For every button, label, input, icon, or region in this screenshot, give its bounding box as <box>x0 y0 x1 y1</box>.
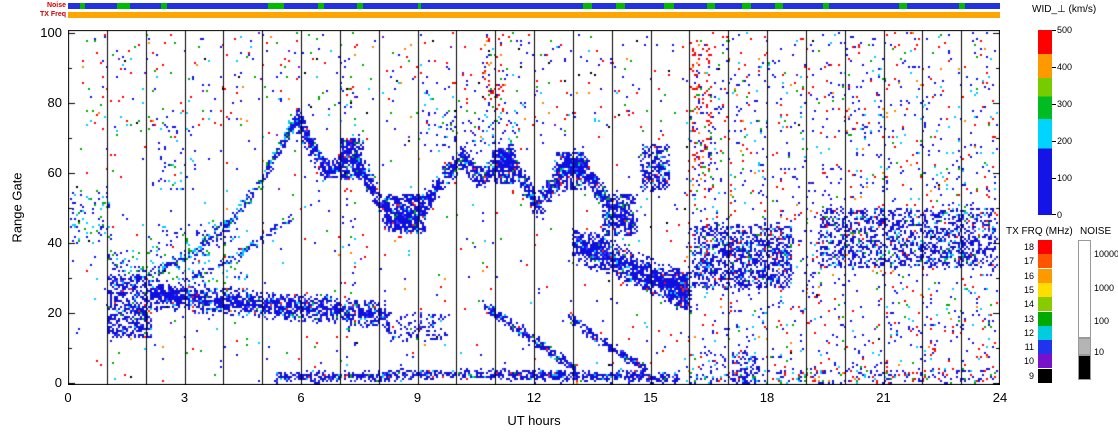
noise-strip-segment <box>318 3 325 9</box>
wid-tick-mark <box>1052 67 1056 68</box>
txfrq-value-label: 17 <box>1023 256 1034 267</box>
wid-tick-label: 500 <box>1057 25 1073 35</box>
wid-tick-mark <box>1052 178 1056 179</box>
x-tick-label: 3 <box>180 390 189 405</box>
wid-tick-mark <box>1052 104 1056 105</box>
noise-strip-segment <box>267 3 284 9</box>
txfrq-color-swatch <box>1038 297 1052 312</box>
txfrq-color-swatch <box>1038 354 1052 369</box>
noise-strip-segment <box>79 3 86 9</box>
y-tick-label: 20 <box>47 304 62 320</box>
x-tick-label: 18 <box>759 390 775 405</box>
txfrq-value-label: 10 <box>1023 356 1034 367</box>
wid-tick-mark <box>1052 30 1056 31</box>
noise-color-cell <box>1078 338 1091 355</box>
noise-color-cell <box>1078 354 1091 380</box>
txfrq-color-swatch <box>1038 240 1052 254</box>
x-axis-title: UT hours <box>507 413 561 428</box>
noise-strip-segment <box>664 3 674 9</box>
txfrq-color-swatch <box>1038 368 1052 383</box>
noise-color-cell <box>1078 240 1091 338</box>
noise-indicator-strip <box>68 3 1000 9</box>
noise-strip-segment <box>774 3 783 9</box>
y-tick-label: 0 <box>54 374 62 390</box>
x-tick-label: 0 <box>64 390 72 405</box>
wid-tick-label: 100 <box>1057 173 1073 183</box>
txfrq-value-label: 16 <box>1023 270 1034 281</box>
wid-colorbar <box>1038 30 1052 215</box>
noise-legend-title: NOISE <box>1080 226 1112 237</box>
wid-tick-mark <box>1052 214 1056 215</box>
wid-tick-mark <box>1052 141 1056 142</box>
x-tick-label: 6 <box>297 390 305 405</box>
wid-tick-label: 300 <box>1057 99 1073 109</box>
txfrq-value-label: 14 <box>1023 299 1034 310</box>
y-tick-label: 40 <box>47 235 62 250</box>
tx-freq-indicator-strip <box>68 12 1000 18</box>
tx-freq-strip-label: TX Freq <box>39 11 66 18</box>
noise-strip-segment <box>959 3 966 9</box>
noise-strip-segment <box>582 3 593 9</box>
x-tick-label: 21 <box>876 390 891 405</box>
wid-tick-label: 200 <box>1057 136 1073 146</box>
x-tick-label: 15 <box>643 390 658 405</box>
txfrq-color-swatch <box>1038 282 1052 297</box>
x-tick-label: 12 <box>526 390 542 405</box>
noise-strip-segment <box>116 3 131 9</box>
y-tick-label: 60 <box>47 165 62 181</box>
x-tick-label: 24 <box>992 390 1008 405</box>
noise-strip-segment <box>417 3 422 9</box>
noise-strip-segment <box>823 3 830 9</box>
txfrq-color-swatch <box>1038 311 1052 326</box>
wid-colorbar-title: WID_⊥ (km/s) <box>1032 4 1097 15</box>
main-plot-canvas <box>68 30 1000 385</box>
noise-value-label: 10 <box>1094 347 1105 357</box>
wid-tick-label: 400 <box>1057 62 1073 72</box>
noise-strip-segment <box>161 3 167 9</box>
noise-strip-segment <box>741 3 752 9</box>
noise-strip-segment <box>899 3 907 9</box>
txfrq-value-label: 12 <box>1023 327 1034 338</box>
txfrq-value-label: 13 <box>1023 313 1034 324</box>
txfrq-color-swatch <box>1038 254 1052 269</box>
txfrq-value-label: 15 <box>1023 284 1034 295</box>
noise-value-label: 10000 <box>1094 249 1118 259</box>
y-tick-label: 100 <box>40 25 62 41</box>
noise-strip-label: Noise <box>46 2 66 9</box>
txfrq-legend-title: TX FRQ (MHz) <box>1006 226 1073 237</box>
noise-strip-segment <box>357 3 364 9</box>
y-tick-label: 80 <box>47 95 62 111</box>
noise-strip-segment <box>615 3 626 9</box>
txfrq-color-swatch <box>1038 268 1052 283</box>
txfrq-value-label: 9 <box>1028 370 1034 381</box>
txfrq-color-swatch <box>1038 325 1052 340</box>
txfrq-value-label: 11 <box>1024 342 1034 353</box>
txfrq-color-swatch <box>1038 340 1052 355</box>
noise-strip-segment <box>706 3 715 9</box>
noise-value-label: 100 <box>1094 316 1110 327</box>
wid-tick-label: 0 <box>1057 210 1063 220</box>
noise-value-label: 1000 <box>1094 282 1115 293</box>
x-tick-label: 9 <box>413 390 422 405</box>
txfrq-value-label: 18 <box>1023 242 1034 252</box>
